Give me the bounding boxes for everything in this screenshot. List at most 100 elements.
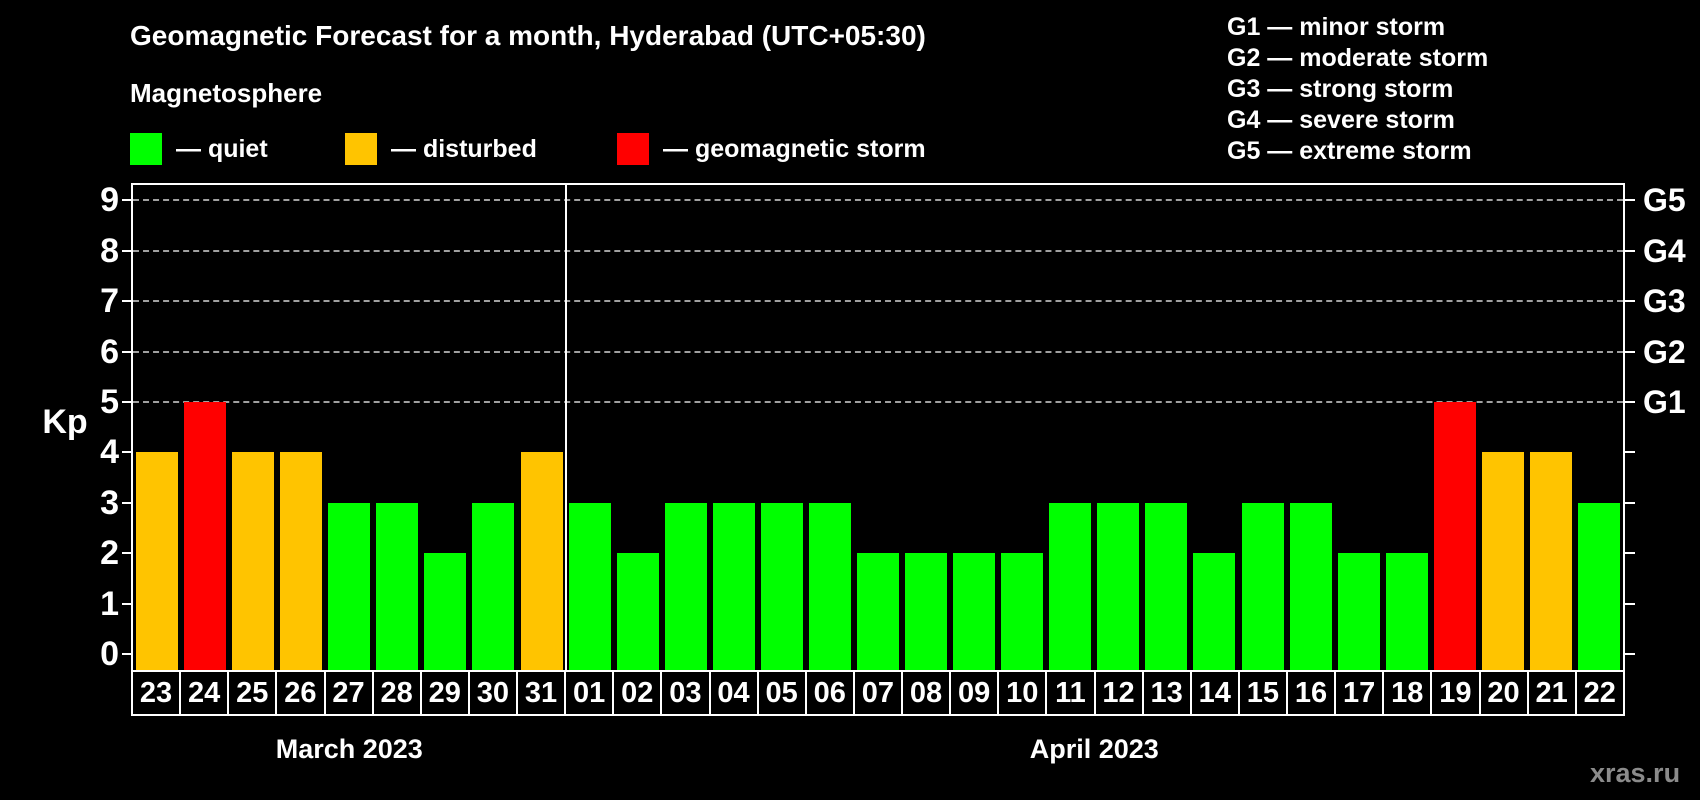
date-cell-31: 31 — [516, 672, 564, 714]
right-tick-2 — [1625, 552, 1635, 555]
date-cell-13: 13 — [1141, 672, 1190, 714]
gridline-kp9 — [133, 199, 1623, 202]
kp-bar-30 — [472, 502, 515, 670]
kp-bar-14 — [1193, 553, 1236, 670]
left-tick-4 — [122, 451, 132, 454]
g4-legend-line: G4 — severe storm — [1227, 106, 1455, 134]
kp-bar-07 — [857, 553, 899, 670]
y-axis-label: Kp — [42, 403, 88, 441]
left-tick-8 — [122, 249, 132, 252]
g-scale-label-G3: G3 — [1643, 283, 1686, 320]
right-tick-1 — [1625, 602, 1635, 605]
kp-bar-12 — [1097, 502, 1140, 670]
date-cell-05: 05 — [756, 672, 805, 714]
legend-item-disturbed: — disturbed — [345, 133, 537, 165]
y-tick-label-8: 8 — [100, 231, 119, 270]
date-cell-06: 06 — [804, 672, 853, 714]
y-tick-label-7: 7 — [100, 282, 119, 321]
date-cell-25: 25 — [227, 672, 275, 714]
kp-bar-08 — [905, 553, 948, 670]
kp-bar-16 — [1289, 502, 1332, 670]
right-tick-6 — [1625, 350, 1635, 353]
g-scale-legend: G1 — minor storm G2 — moderate storm G3 … — [1227, 12, 1488, 167]
gridline-kp5 — [133, 401, 1623, 403]
kp-bar-11 — [1049, 502, 1092, 670]
g-scale-label-G1: G1 — [1643, 384, 1686, 420]
date-cell-19: 19 — [1430, 672, 1478, 714]
date-cell-30: 30 — [467, 672, 516, 714]
legend-item-storm: — geomagnetic storm — [617, 133, 926, 165]
kp-bar-13 — [1145, 502, 1188, 670]
y-tick-label-3: 3 — [100, 483, 119, 522]
kp-bar-21 — [1529, 452, 1572, 670]
kp-bar-20 — [1481, 452, 1524, 670]
kp-bar-29 — [424, 553, 467, 670]
date-cell-11: 11 — [1045, 672, 1093, 714]
date-cell-24: 24 — [179, 672, 227, 714]
left-tick-9 — [122, 199, 132, 202]
left-tick-7 — [122, 300, 132, 303]
legend-label: — geomagnetic storm — [663, 135, 926, 163]
right-tick-9 — [1625, 199, 1635, 202]
date-axis: 23 24 25 26 27 28 29 30 31 01 02 03 04 05 06 07 08 09 10 11… — [131, 670, 1625, 716]
date-cell-12: 12 — [1093, 672, 1142, 714]
gridline-kp8 — [133, 249, 1623, 252]
legend-label: — disturbed — [391, 135, 537, 163]
right-tick-8 — [1625, 249, 1635, 252]
right-tick-7 — [1625, 300, 1635, 303]
date-cell-07: 07 — [852, 672, 901, 714]
g-scale-label-G4: G4 — [1643, 232, 1686, 269]
g5-legend-line: G5 — extreme storm — [1227, 137, 1472, 165]
kp-bar-17 — [1337, 553, 1380, 670]
kp-bar-22 — [1577, 502, 1620, 670]
right-tick-3 — [1625, 501, 1635, 504]
y-tick-label-2: 2 — [100, 534, 119, 573]
legend-label: — quiet — [176, 135, 268, 163]
g2-legend-line: G2 — moderate storm — [1227, 44, 1489, 72]
kp-bar-05 — [760, 502, 803, 670]
kp-bar-15 — [1241, 502, 1284, 670]
page-title: Geomagnetic Forecast for a month, Hydera… — [130, 20, 926, 51]
gridline-kp6 — [133, 350, 1623, 353]
date-cell-28: 28 — [371, 672, 420, 714]
y-tick-label-1: 1 — [100, 584, 119, 623]
y-tick-label-0: 0 — [100, 635, 119, 673]
g-scale-label-G2: G2 — [1643, 333, 1686, 370]
kp-bar-06 — [808, 502, 851, 670]
kp-bar-03 — [664, 502, 707, 670]
y-tick-label-5: 5 — [100, 383, 119, 421]
date-cell-18: 18 — [1382, 672, 1430, 714]
date-cell-09: 09 — [949, 672, 997, 714]
legend-item-quiet: — quiet — [130, 133, 268, 165]
plot-inner — [133, 185, 1623, 670]
kp-bar-28 — [376, 502, 419, 670]
date-cell-27: 27 — [323, 672, 372, 714]
kp-bar-10 — [1001, 553, 1044, 670]
month-label-0: March 2023 — [275, 734, 423, 764]
date-cell-22: 22 — [1574, 672, 1623, 714]
g1-legend-line: G1 — minor storm — [1227, 13, 1446, 41]
month-label-1: April 2023 — [1029, 734, 1159, 764]
left-tick-2 — [122, 552, 132, 555]
date-cell-10: 10 — [997, 672, 1045, 714]
y-tick-label-9: 9 — [100, 181, 119, 220]
plot-area — [131, 183, 1625, 670]
right-tick-5 — [1625, 401, 1635, 403]
left-tick-0 — [122, 653, 132, 655]
y-tick-label-6: 6 — [100, 332, 119, 371]
disturbed-swatch-icon — [345, 133, 377, 165]
date-cell-26: 26 — [275, 672, 323, 714]
date-cell-29: 29 — [419, 672, 468, 714]
kp-bar-19 — [1433, 402, 1476, 670]
kp-bar-24 — [184, 402, 227, 670]
y-tick-label-4: 4 — [100, 433, 119, 472]
kp-bar-09 — [953, 553, 996, 670]
right-tick-0 — [1625, 653, 1635, 655]
date-cell-17: 17 — [1334, 672, 1382, 714]
kp-bar-02 — [616, 553, 659, 670]
kp-bar-01 — [568, 502, 611, 670]
g3-legend-line: G3 — strong storm — [1227, 75, 1454, 103]
date-cell-03: 03 — [660, 672, 708, 714]
left-tick-6 — [122, 350, 132, 353]
